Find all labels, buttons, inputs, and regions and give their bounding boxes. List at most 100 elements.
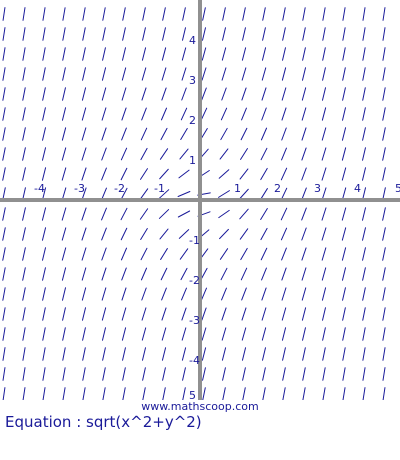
slope-segment [159,228,169,240]
slope-segment [221,327,227,341]
slope-segment [280,207,288,221]
slope-segment [101,247,107,261]
slope-segment [302,7,306,21]
slope-segment [382,27,386,41]
slope-segment [301,67,307,81]
slope-segment [281,67,287,81]
slope-segment [42,127,46,141]
slope-segment [102,7,106,21]
slope-segment [362,287,366,301]
slope-segment [382,247,386,261]
slope-segment [321,287,327,301]
slope-segment [242,7,246,21]
slope-segment [180,127,188,141]
slope-segment [201,307,207,321]
slope-segment [382,127,386,141]
slope-segment [302,327,306,341]
slope-segment [177,190,191,198]
slope-segment [382,67,386,81]
slope-segment [161,327,167,341]
slope-segment [362,107,366,121]
slope-segment [322,47,326,61]
slope-segment [82,347,86,361]
slope-segment [42,287,46,301]
slope-segment [321,247,327,261]
y-tick-label: -2 [189,274,200,287]
slope-segment [82,7,86,21]
slope-segment [121,267,127,281]
slope-segment [2,127,6,141]
slope-segment [120,167,128,181]
slope-segment [102,47,106,61]
slope-segment [362,247,366,261]
slope-segment [261,87,267,101]
slope-segment [239,228,249,240]
slope-segment [322,307,326,321]
slope-segment [382,47,386,61]
slope-segment [181,47,187,61]
slope-segment [281,87,287,101]
slope-segment [121,327,127,341]
slope-segments [2,7,386,400]
slope-segment [101,267,107,281]
slope-segment [82,327,86,341]
slope-segment [382,227,386,241]
slope-segment [41,167,47,181]
slope-segment [2,167,6,181]
slope-segment [342,87,346,101]
x-tick-label: 3 [314,182,321,195]
slope-segment [260,167,268,181]
x-tick-label: 4 [354,182,361,195]
slope-segment [302,27,306,41]
slope-segment [362,367,366,381]
slope-segment [219,148,229,160]
slope-segment [301,167,307,181]
slope-segment [321,227,327,241]
slope-segment [181,327,187,341]
slope-segment [219,228,229,240]
slope-segment [181,307,187,321]
slope-segment [362,67,366,81]
slope-segment [241,287,247,301]
slope-segment [382,167,386,181]
slope-segment [62,367,66,381]
slope-segment [362,27,366,41]
slope-segment [122,347,126,361]
slope-segment [301,247,307,261]
slope-segment [382,287,386,301]
slope-segment [42,387,46,400]
slope-segment [260,247,268,261]
slope-segment [221,47,227,61]
slope-segment [180,107,188,121]
slope-segment [200,287,208,301]
slope-segment [81,307,87,321]
slope-segment [241,327,247,341]
slope-segment [261,67,267,81]
x-tick-label: -3 [74,182,85,195]
slope-segment [159,148,169,160]
slope-segment [82,27,86,41]
slope-segment [181,87,187,101]
slope-segment [302,47,306,61]
slope-segment [120,207,128,221]
slope-segment [81,287,87,301]
slope-segment [342,27,346,41]
slope-segment [142,27,146,41]
slope-segment [139,188,149,200]
slope-segment [362,167,366,181]
slope-segment [2,67,6,81]
slope-segment [262,367,266,381]
slope-segment [342,327,346,341]
slope-segment [260,208,268,220]
slope-segment [160,107,168,121]
slope-segment [241,347,247,361]
slope-segment [101,147,107,161]
slope-segment [342,107,346,121]
slope-segment [101,227,107,241]
slope-segment [121,47,127,61]
slope-segment [202,7,206,21]
slope-segment [182,27,186,41]
slope-segment [101,127,107,141]
slope-segment [218,169,230,179]
slope-segment [301,287,307,301]
